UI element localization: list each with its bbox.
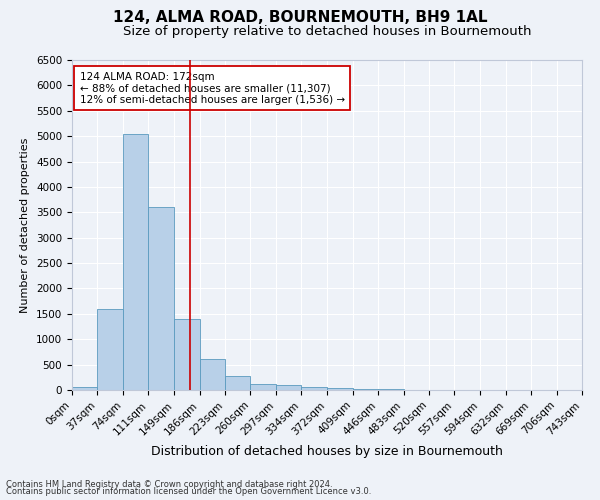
Text: 124 ALMA ROAD: 172sqm
← 88% of detached houses are smaller (11,307)
12% of semi-: 124 ALMA ROAD: 172sqm ← 88% of detached … xyxy=(80,72,345,105)
Bar xyxy=(301,387,328,390)
Bar xyxy=(353,389,378,390)
Bar xyxy=(250,384,276,390)
Text: Contains public sector information licensed under the Open Government Licence v3: Contains public sector information licen… xyxy=(6,487,371,496)
Text: 124, ALMA ROAD, BOURNEMOUTH, BH9 1AL: 124, ALMA ROAD, BOURNEMOUTH, BH9 1AL xyxy=(113,10,487,25)
Bar xyxy=(328,388,353,390)
Bar xyxy=(148,207,174,390)
Bar xyxy=(225,376,250,390)
Bar xyxy=(276,386,301,390)
X-axis label: Distribution of detached houses by size in Bournemouth: Distribution of detached houses by size … xyxy=(151,445,503,458)
Title: Size of property relative to detached houses in Bournemouth: Size of property relative to detached ho… xyxy=(123,25,531,38)
Y-axis label: Number of detached properties: Number of detached properties xyxy=(20,138,31,312)
Bar xyxy=(97,309,123,390)
Bar xyxy=(174,319,200,390)
Bar xyxy=(200,358,225,390)
Bar xyxy=(72,388,97,390)
Bar xyxy=(123,134,148,390)
Text: Contains HM Land Registry data © Crown copyright and database right 2024.: Contains HM Land Registry data © Crown c… xyxy=(6,480,332,489)
